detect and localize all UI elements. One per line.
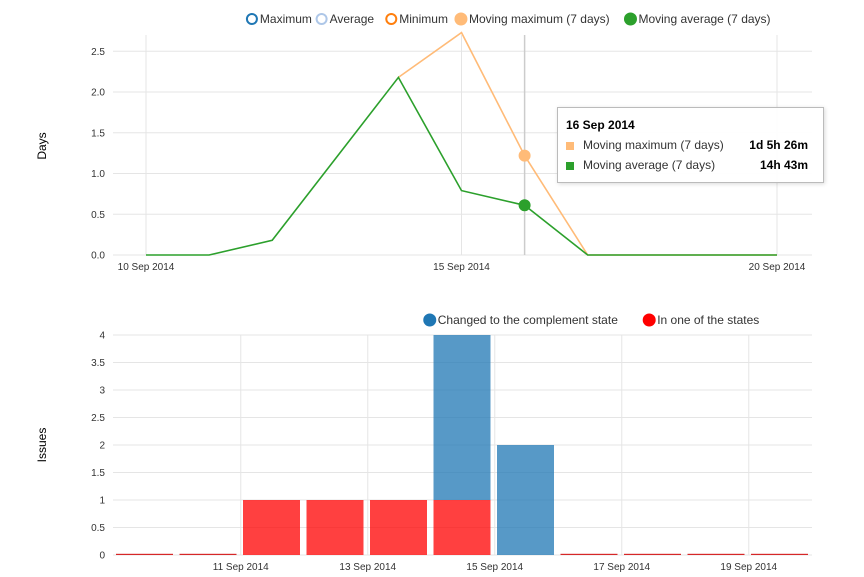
y-tick-label: 0.0: [91, 251, 105, 262]
tooltip-row: Moving maximum (7 days) 1d 5h 26m: [566, 138, 816, 154]
x-tick-label: 10 Sep 2014: [118, 262, 175, 273]
y-tick-label: 3: [99, 386, 105, 397]
y-axis-title: Issues: [35, 428, 49, 463]
x-tick-label: 13 Sep 2014: [339, 562, 396, 573]
legend-label: Changed to the complement state: [438, 313, 618, 327]
x-tick-label: 15 Sep 2014: [433, 262, 490, 273]
y-tick-label: 0.5: [91, 523, 105, 534]
y-tick-label: 1.5: [91, 128, 105, 139]
legend-marker: [423, 313, 437, 327]
chart-tooltip: 16 Sep 2014 Moving maximum (7 days) 1d 5…: [557, 107, 824, 183]
bar-chart: 0 0.5 1 1.5 2 2.5 3 3.5 4 11 Sep 2014 13 Sep 2014 1…: [35, 313, 812, 573]
series-line: [146, 75, 777, 256]
y-tick-label: 2.5: [91, 47, 105, 58]
tooltip-row-label: Moving average (7 days): [583, 158, 716, 172]
legend-label: Average: [330, 12, 375, 26]
tooltip-row: Moving average (7 days) 14h 43m: [566, 158, 816, 174]
data-point-marker: [518, 149, 531, 162]
x-tick-label: 20 Sep 2014: [749, 262, 806, 273]
y-tick-label: 4: [99, 331, 105, 342]
bar-segment: [687, 553, 745, 555]
y-tick-label: 1.5: [91, 468, 105, 479]
legend-marker: [245, 13, 258, 25]
bar-segment: [116, 553, 173, 555]
y-tick-label: 2.5: [91, 413, 105, 424]
x-tick-label: 19 Sep 2014: [720, 562, 777, 573]
bar-segment: [751, 553, 808, 555]
bar-segment: [433, 335, 491, 500]
bar-segment: [179, 553, 237, 555]
y-tick-label: 0: [99, 551, 105, 562]
bar-segment: [433, 500, 491, 555]
tooltip-row-label: Moving maximum (7 days): [583, 138, 724, 152]
legend-label: Moving maximum (7 days): [469, 12, 610, 26]
tooltip-title: 16 Sep 2014: [566, 118, 635, 132]
tooltip-swatch: [566, 142, 574, 150]
bar-segment: [560, 553, 618, 555]
y-axis-title: Days: [35, 132, 49, 159]
bar-segment: [497, 445, 554, 555]
y-tick-label: 2.0: [91, 88, 105, 99]
data-point-marker: [518, 199, 531, 212]
legend-marker: [315, 13, 328, 25]
legend-label: Maximum: [260, 12, 312, 26]
legend-label: Moving average (7 days): [638, 12, 770, 26]
y-tick-label: 1: [99, 496, 105, 507]
bar-segment: [624, 553, 681, 555]
legend-label: In one of the states: [657, 313, 759, 327]
legend-label: Minimum: [399, 12, 448, 26]
y-tick-label: 3.5: [91, 358, 105, 369]
y-tick-label: 2: [99, 441, 105, 452]
legend-marker: [454, 12, 468, 26]
legend-marker: [623, 12, 637, 26]
bar-segment: [306, 500, 364, 555]
bar-segment: [243, 500, 300, 555]
legend-marker: [642, 313, 656, 327]
tooltip-row-value: 14h 43m: [759, 158, 808, 172]
bar-segment: [370, 500, 427, 555]
x-tick-label: 11 Sep 2014: [213, 562, 269, 573]
tooltip-row-value: 1d 5h 26m: [749, 138, 808, 152]
tooltip-swatch: [566, 162, 574, 170]
x-tick-label: 17 Sep 2014: [593, 562, 650, 573]
y-tick-label: 0.5: [91, 210, 105, 221]
legend-marker: [385, 13, 398, 25]
x-tick-label: 15 Sep 2014: [466, 562, 523, 573]
y-tick-label: 1.0: [91, 169, 105, 180]
